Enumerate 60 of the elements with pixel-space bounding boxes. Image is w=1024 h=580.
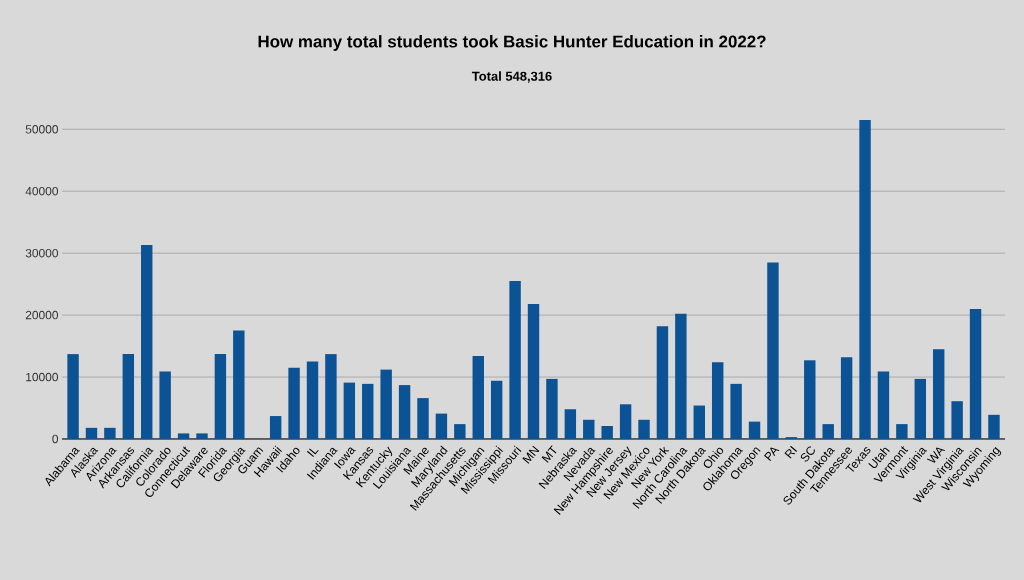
bar: [730, 383, 742, 439]
y-tick-label: 50000: [25, 125, 59, 134]
bar: [840, 357, 853, 439]
y-tick-label: 0: [52, 434, 59, 444]
chart-title: How many total students took Basic Hunter Education in 2022?: [258, 35, 766, 51]
bar: [527, 303, 540, 439]
bar: [656, 326, 669, 439]
bar: [914, 378, 926, 439]
bar: [767, 262, 779, 439]
bar: [325, 354, 337, 439]
y-tick-label: 10000: [26, 372, 59, 382]
bar: [398, 385, 411, 439]
bar: [214, 354, 227, 439]
bar: [454, 424, 466, 439]
bar: [546, 378, 558, 439]
bar: [141, 245, 153, 439]
bar: [233, 330, 245, 439]
bar: [619, 404, 632, 439]
chart-subtitle: Total 548,316: [471, 71, 552, 83]
bar: [675, 313, 687, 439]
bar: [85, 427, 98, 439]
x-tick-label: MN: [522, 445, 540, 464]
bar: [583, 419, 595, 439]
y-tick-label: 20000: [25, 310, 59, 320]
bar: [67, 354, 79, 439]
bar: [269, 416, 282, 439]
bar: [859, 119, 871, 439]
bar: [177, 433, 190, 439]
bar: [693, 405, 705, 439]
bar: [969, 308, 982, 439]
bar: [601, 425, 613, 439]
bar: [343, 382, 356, 439]
bar: [804, 360, 816, 439]
bar: [104, 427, 116, 439]
bar: [896, 424, 908, 439]
y-tick-label: 30000: [25, 248, 59, 258]
bar: [196, 433, 208, 439]
bar: [288, 367, 300, 439]
bar: [159, 371, 171, 439]
x-tick-label: RI: [784, 445, 798, 459]
y-tick-label: 40000: [25, 186, 59, 196]
bar: [711, 362, 724, 439]
bar: [435, 413, 448, 439]
bar: [509, 281, 521, 439]
bar: [822, 424, 834, 439]
bar: [951, 401, 963, 439]
bar: [380, 369, 392, 439]
bar: [564, 409, 577, 439]
bar: [748, 421, 761, 439]
bar: [306, 361, 319, 439]
bar: [472, 355, 484, 439]
bar: [122, 354, 135, 439]
bar: [362, 383, 374, 439]
bar: [988, 414, 1000, 439]
x-tick-label: PA: [764, 447, 780, 461]
bar: [877, 371, 890, 439]
bar: [933, 349, 945, 439]
bar: [417, 398, 429, 439]
bar: [638, 419, 650, 439]
bar: [490, 380, 503, 439]
